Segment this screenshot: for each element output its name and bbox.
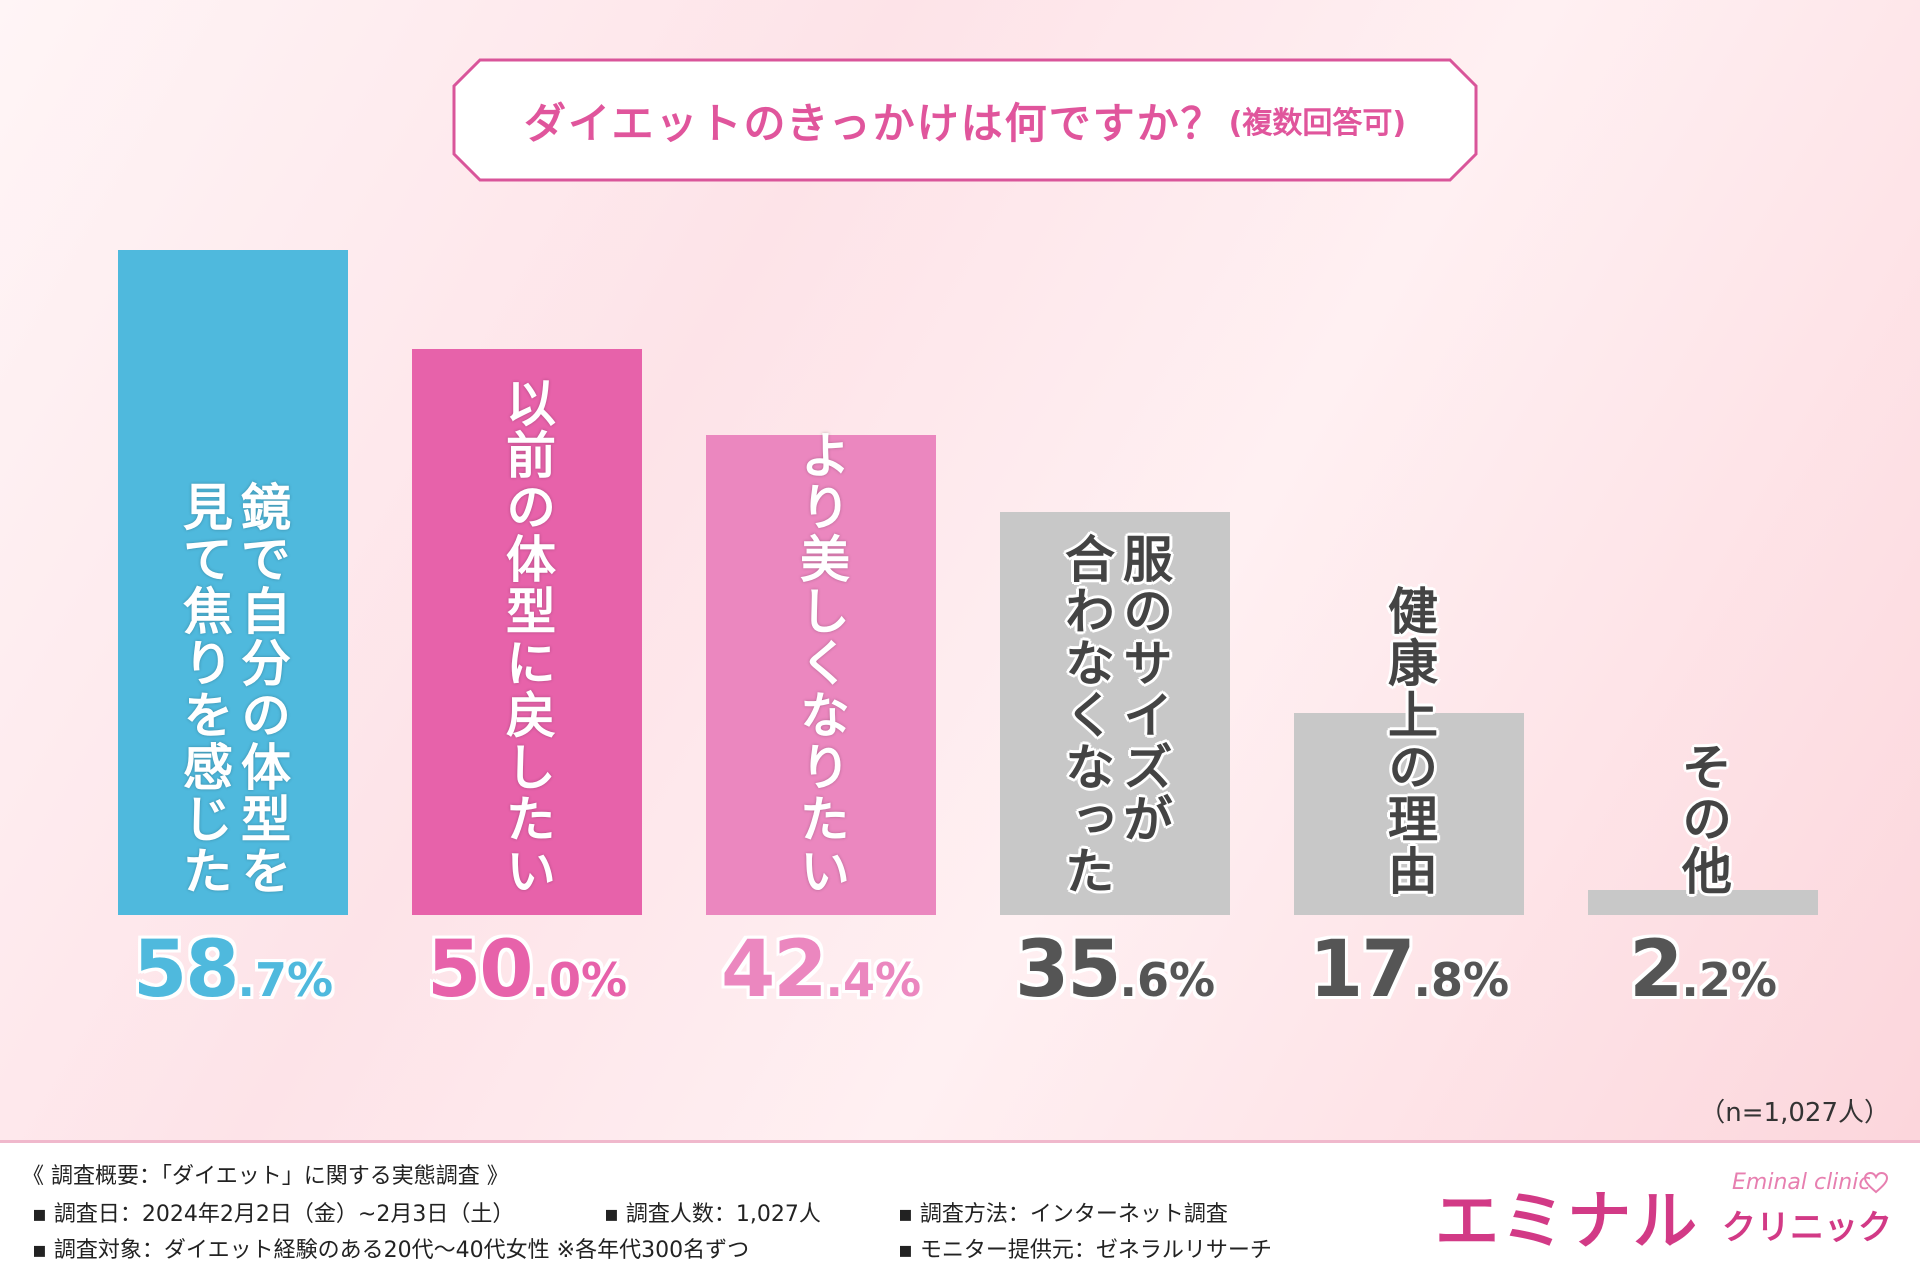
category-label-5: 健康上の理由 — [1294, 585, 1524, 907]
category-label-line: 以前の体型に戻したい — [498, 377, 556, 897]
value-label-6: 2.2% — [1588, 925, 1818, 1015]
category-label-line: より美しくなりたい — [792, 429, 850, 897]
value-decimal: .4% — [825, 953, 922, 1007]
value-integer: 58 — [132, 925, 240, 1015]
value-label-3: 42.4% — [706, 925, 936, 1015]
value-integer: 17 — [1308, 925, 1416, 1015]
value-integer: 50 — [426, 925, 534, 1015]
title-sub: (複数回答可) — [1228, 106, 1407, 141]
logo-subtext: クリニック — [1722, 1208, 1892, 1248]
value-decimal: .2% — [1681, 953, 1777, 1007]
value-decimal: .0% — [531, 953, 628, 1007]
survey-provider: ▪ モニター提供元：ゼネラルリサーチ — [898, 1238, 1272, 1263]
value-label-4: 35.6% — [1000, 925, 1230, 1015]
survey-count: ▪ 調査人数：1,027人 — [604, 1202, 821, 1227]
survey-method: ▪ 調査方法：インターネット調査 — [898, 1202, 1228, 1227]
title-main: ダイエットのきっかけは何ですか？ — [523, 98, 1225, 148]
chart-title: ダイエットのきっかけは何ですか？ (複数回答可) — [452, 58, 1478, 182]
bar-6 — [1588, 890, 1818, 915]
value-decimal: .7% — [237, 953, 334, 1007]
category-label-4: 服のサイズが 合わなくなった — [1000, 533, 1230, 907]
value-decimal: .6% — [1119, 953, 1216, 1007]
value-label-1: 58.7% — [118, 925, 348, 1015]
value-label-5: 17.8% — [1294, 925, 1524, 1015]
bar-5 — [1294, 713, 1524, 915]
value-decimal: .8% — [1413, 953, 1510, 1007]
category-label-line: 健康上の理由 — [1380, 585, 1438, 897]
title-border — [452, 58, 1478, 182]
heart-icon — [1864, 1172, 1888, 1194]
bar-2 — [412, 348, 642, 915]
survey-heading: 《 調査概要：「ダイエット」に関する実態調査 》 — [22, 1164, 509, 1189]
logo-english: Eminal clinic — [1732, 1170, 1871, 1195]
category-label-line: 鏡で自分の体型を — [233, 481, 291, 897]
value-integer: 2 — [1629, 925, 1683, 1015]
sample-size: （n=1,027人） — [1699, 1098, 1890, 1128]
category-label-3: より美しくなりたい — [706, 429, 936, 907]
logo-text: エミナル — [1435, 1185, 1699, 1259]
bar-1 — [118, 250, 348, 915]
value-integer: 42 — [720, 925, 828, 1015]
survey-footer — [0, 1140, 1920, 1283]
value-label-2: 50.0% — [412, 925, 642, 1015]
survey-date: ▪ 調査日：2024年2月2日（金）~2月3日（土） — [32, 1202, 515, 1227]
category-label-line: その他 — [1674, 741, 1732, 897]
survey-target: ▪ 調査対象：ダイエット経験のある20代〜40代女性 ※各年代300名ずつ — [32, 1238, 750, 1263]
category-label-line: 合わなくなった — [1057, 533, 1115, 897]
bar-3 — [706, 434, 936, 915]
category-label-6: その他 — [1588, 741, 1818, 907]
category-label-2: 以前の体型に戻したい — [412, 377, 642, 907]
category-label-1: 鏡で自分の体型を 見て焦りを感じた — [118, 481, 348, 907]
value-integer: 35 — [1014, 925, 1122, 1015]
bar-4 — [1000, 511, 1230, 915]
category-label-line: 服のサイズが — [1115, 533, 1173, 845]
category-label-line: 見て焦りを感じた — [175, 481, 233, 897]
